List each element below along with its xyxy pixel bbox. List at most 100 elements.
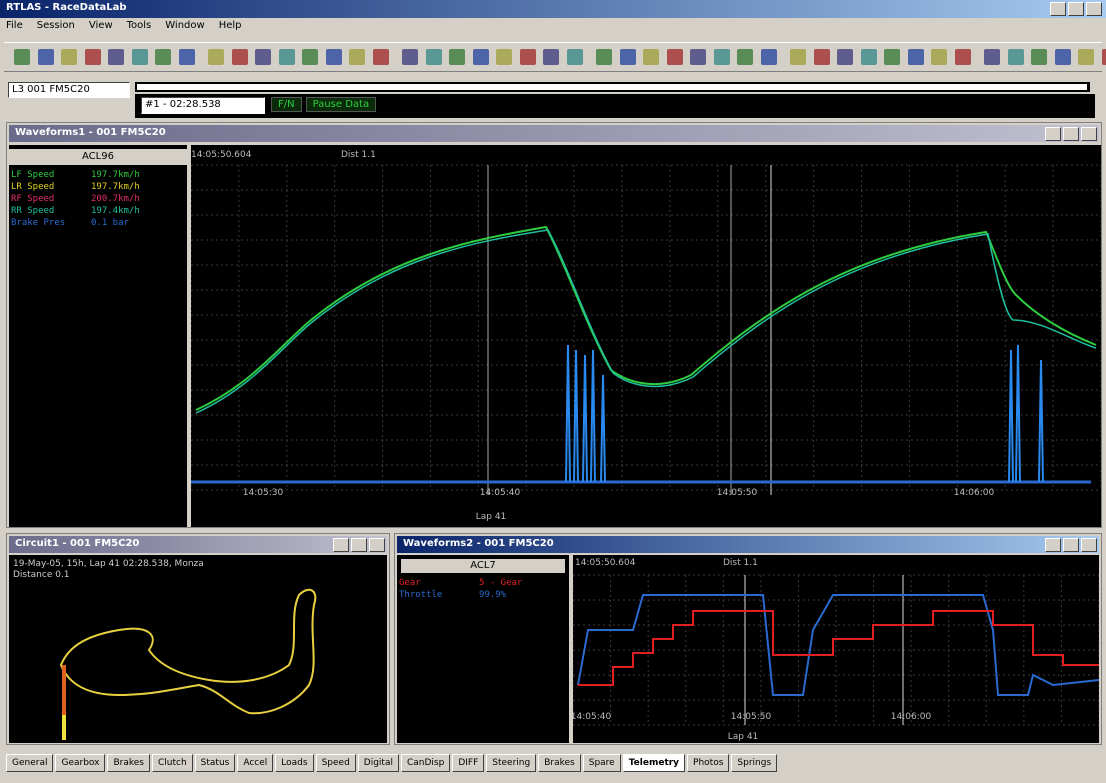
- car-combo[interactable]: L3 001 FM5C20: [8, 82, 130, 98]
- window-controls: [1048, 2, 1102, 19]
- toolbar-button[interactable]: [1031, 49, 1047, 65]
- toolbar-button[interactable]: [543, 49, 559, 65]
- toolbar-button[interactable]: [326, 49, 342, 65]
- toolbar-button[interactable]: [737, 49, 753, 65]
- toolbar-button[interactable]: [402, 49, 418, 65]
- tab[interactable]: Digital: [358, 754, 399, 772]
- maximize-button[interactable]: [1068, 2, 1084, 16]
- x-tick-label: 14:06:00: [954, 488, 995, 498]
- toolbar-button[interactable]: [596, 49, 612, 65]
- chart-bg: [573, 555, 1099, 743]
- tab[interactable]: CanDisp: [401, 754, 450, 772]
- toolbar-button[interactable]: [714, 49, 730, 65]
- toolbar-button[interactable]: [208, 49, 224, 65]
- legend-name: RF Speed: [11, 193, 91, 205]
- toolbar-button[interactable]: [155, 49, 171, 65]
- minimize-button[interactable]: [1050, 2, 1066, 16]
- tab[interactable]: Status: [195, 754, 236, 772]
- close-button[interactable]: [1081, 538, 1097, 552]
- screen: {"window": {"title": "RTLAS - RaceDataLa…: [0, 0, 1106, 783]
- toolbar-button[interactable]: [884, 49, 900, 65]
- minimize-button[interactable]: [1045, 538, 1061, 552]
- toolbar-button[interactable]: [255, 49, 271, 65]
- toolbar-button[interactable]: [761, 49, 777, 65]
- x-tick-label: 14:06:00: [891, 712, 932, 722]
- toolbar-button[interactable]: [643, 49, 659, 65]
- legend-name: LF Speed: [11, 169, 91, 181]
- toolbar-button[interactable]: [984, 49, 1000, 65]
- toolbar-button[interactable]: [790, 49, 806, 65]
- toolbar-button[interactable]: [85, 49, 101, 65]
- tab[interactable]: Brakes: [107, 754, 150, 772]
- tab[interactable]: Clutch: [152, 754, 193, 772]
- menu-item[interactable]: File: [6, 20, 23, 31]
- maximize-button[interactable]: [1063, 538, 1079, 552]
- tab[interactable]: Speed: [316, 754, 356, 772]
- toolbar-button[interactable]: [861, 49, 877, 65]
- toolbar-button[interactable]: [38, 49, 54, 65]
- toolbar-button[interactable]: [14, 49, 30, 65]
- toolbar-button[interactable]: [349, 49, 365, 65]
- toolbar-button[interactable]: [61, 49, 77, 65]
- toolbar-button[interactable]: [132, 49, 148, 65]
- toolbar-button[interactable]: [690, 49, 706, 65]
- session-button[interactable]: F/N: [271, 97, 302, 112]
- toolbar-button[interactable]: [426, 49, 442, 65]
- menu-item[interactable]: Window: [165, 20, 204, 31]
- legend-value: 197.4km/h: [91, 206, 140, 216]
- toolbar-button[interactable]: [1102, 49, 1106, 65]
- close-button[interactable]: [1086, 2, 1102, 16]
- maximize-button[interactable]: [351, 538, 367, 552]
- close-button[interactable]: [369, 538, 385, 552]
- tab[interactable]: Spare: [583, 754, 621, 772]
- x-tick-label: 14:05:40: [573, 712, 611, 722]
- toolbar-button[interactable]: [1008, 49, 1024, 65]
- toolbar-button[interactable]: [1078, 49, 1094, 65]
- close-button[interactable]: [1081, 127, 1097, 141]
- menu-item[interactable]: View: [89, 20, 113, 31]
- toolbar-button[interactable]: [814, 49, 830, 65]
- tab[interactable]: DIFF: [452, 754, 484, 772]
- menu-item[interactable]: Help: [219, 20, 242, 31]
- toolbar-button[interactable]: [232, 49, 248, 65]
- tab[interactable]: Springs: [731, 754, 777, 772]
- tab[interactable]: Gearbox: [55, 754, 105, 772]
- toolbar-button[interactable]: [449, 49, 465, 65]
- tab[interactable]: Telemetry: [623, 754, 685, 772]
- lap-combo[interactable]: #1 - 02:28.538: [141, 97, 265, 114]
- circuit-title: Circuit1 - 001 FM5C20: [15, 538, 139, 549]
- toolbar-button[interactable]: [520, 49, 536, 65]
- toolbar-button[interactable]: [620, 49, 636, 65]
- toolbar-button[interactable]: [496, 49, 512, 65]
- menu-item[interactable]: Tools: [127, 20, 152, 31]
- tab[interactable]: Photos: [687, 754, 729, 772]
- legend-value: 99.9%: [479, 590, 506, 600]
- toolbar-button[interactable]: [1055, 49, 1071, 65]
- toolbar-button[interactable]: [908, 49, 924, 65]
- minimize-button[interactable]: [1045, 127, 1061, 141]
- toolbar-button[interactable]: [373, 49, 389, 65]
- toolbar-button[interactable]: [955, 49, 971, 65]
- toolbar-button[interactable]: [179, 49, 195, 65]
- tab[interactable]: Accel: [237, 754, 273, 772]
- session-button[interactable]: Pause Data: [306, 97, 376, 112]
- minimize-button[interactable]: [333, 538, 349, 552]
- toolbar-button[interactable]: [667, 49, 683, 65]
- toolbar-button[interactable]: [567, 49, 583, 65]
- tab[interactable]: Brakes: [538, 754, 581, 772]
- maximize-button[interactable]: [1063, 127, 1079, 141]
- cursor-dist: Dist 1.1: [723, 558, 758, 568]
- x-title: Lap 41: [476, 512, 507, 522]
- toolbar-button[interactable]: [931, 49, 947, 65]
- tab[interactable]: Steering: [486, 754, 536, 772]
- tab[interactable]: General: [6, 754, 53, 772]
- tab[interactable]: Loads: [275, 754, 313, 772]
- legend-entry: RR Speed197.4km/h: [11, 205, 140, 217]
- toolbar-button[interactable]: [473, 49, 489, 65]
- toolbar-button[interactable]: [279, 49, 295, 65]
- toolbar-button[interactable]: [837, 49, 853, 65]
- toolbar-button[interactable]: [302, 49, 318, 65]
- toolbar-button[interactable]: [108, 49, 124, 65]
- menu-item[interactable]: Session: [37, 20, 75, 31]
